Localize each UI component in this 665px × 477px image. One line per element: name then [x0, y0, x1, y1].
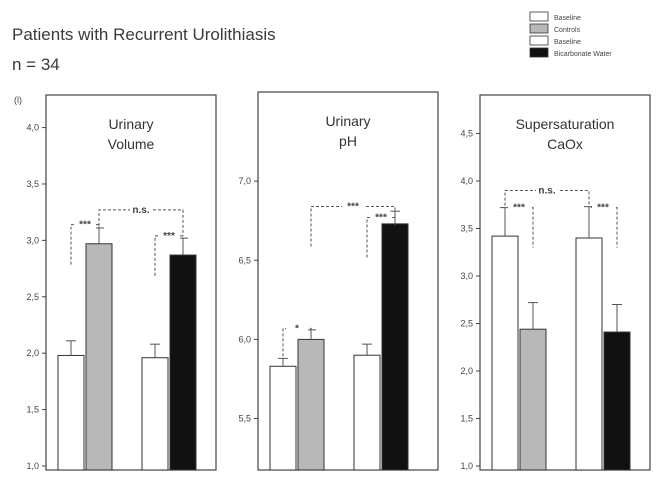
y-tick-label-0-1: 1,5 [26, 405, 39, 415]
panel-title-2-0: Supersaturation [516, 116, 615, 132]
y-tick-label-0-4: 3,0 [26, 235, 39, 245]
y-tick-label-2-4: 3,0 [460, 271, 473, 281]
sig-label-bg-2-0 [508, 201, 530, 212]
sig-label-2-1: *** [597, 203, 609, 214]
panel-title-1-1: pH [339, 133, 357, 149]
bar-2-2 [575, 237, 603, 471]
sig-label-1-1: *** [375, 213, 387, 224]
panel-title-0-0: Urinary [108, 116, 153, 132]
y-tick-label-2-6: 4,0 [460, 176, 473, 186]
y-tick-label-0-3: 2,5 [26, 292, 39, 302]
y-tick-label-1-0: 5,5 [238, 414, 251, 424]
sig-bracket-0-0 [70, 224, 100, 265]
y-tick-label-1-2: 6,5 [238, 255, 251, 265]
figure-title: Patients with Recurrent Urolithiasis [12, 25, 276, 44]
panel-title-2-1: CaOx [547, 136, 583, 152]
sig-label-bg-0-0 [74, 218, 96, 229]
sig-label-bg-1-0 [286, 322, 308, 333]
y-tick-label-0-0: 1,0 [26, 461, 39, 471]
sig-label-bg-2-1 [592, 201, 614, 212]
legend-swatch-3 [529, 47, 549, 58]
y-tick-label-0-6: 4,0 [26, 123, 39, 133]
y-tick-label-0-2: 2,0 [26, 348, 39, 358]
sig-label-0-2: n.s. [132, 205, 149, 216]
sig-label-0-1: *** [163, 231, 175, 242]
y-tick-label-0-5: 3,5 [26, 179, 39, 189]
sig-bracket-1-1 [366, 217, 396, 258]
sig-label-1-0: * [295, 323, 299, 334]
bar-1-2 [353, 354, 381, 471]
bar-0-1 [85, 243, 113, 471]
y-tick-label-1-3: 7,0 [238, 176, 251, 186]
sig-label-2-0: *** [513, 203, 525, 214]
panel-title-1-0: Urinary [325, 113, 370, 129]
sig-label-1-2: *** [347, 201, 359, 212]
y-tick-label-2-7: 4,5 [460, 129, 473, 139]
panel-frame-2 [479, 94, 651, 471]
y-tick-label-2-5: 3,5 [460, 224, 473, 234]
bar-1-0 [269, 365, 297, 471]
figure-subtitle: n = 34 [12, 55, 60, 74]
chart-panel-2: 1,0 1,5 2,0 2,5 3,0 3,5 4,0 4,5 Supersaturation C… [460, 94, 651, 471]
legend-label-3: Bicarbonate Water [554, 51, 612, 58]
legend-swatch-0 [529, 11, 549, 22]
panels: 1,01,52,02,53,03,54,0 UrinaryVolume******… [26, 91, 651, 471]
y-tick-label-2-3: 2,5 [460, 319, 473, 329]
sig-label-bg-0-2 [130, 203, 152, 214]
legend-label-1: Controls [554, 27, 581, 34]
sig-label-bg-1-2 [342, 200, 364, 211]
sig-bracket-0-1 [154, 235, 184, 276]
legend-label-0: Baseline [554, 15, 581, 22]
y-tick-label-2-0: 1,0 [460, 461, 473, 471]
bar-0-2 [141, 357, 169, 471]
bar-1-3 [381, 223, 409, 471]
y-tick-label-2-1: 1,5 [460, 414, 473, 424]
legend-label-2: Baseline [554, 39, 581, 46]
sig-label-bg-1-1 [370, 211, 392, 222]
bar-1-1 [297, 338, 325, 471]
sig-label-0-0: *** [79, 220, 91, 231]
panel-frame-0 [45, 94, 217, 471]
unit-label: (l) [14, 95, 22, 105]
sig-label-bg-0-1 [158, 229, 180, 240]
bar-2-3 [603, 331, 631, 471]
panel-frame-1 [257, 91, 439, 471]
bar-0-0 [57, 354, 85, 471]
y-tick-label-2-2: 2,0 [460, 366, 473, 376]
bar-2-1 [519, 328, 547, 471]
sig-label-bg-2-2 [536, 184, 558, 195]
bar-2-0 [491, 235, 519, 471]
panel-title-0-1: Volume [108, 136, 155, 152]
bar-0-3 [169, 254, 197, 471]
legend-swatch-2 [529, 35, 549, 46]
chart-panel-0: 1,0 1,5 2,0 2,5 3,0 3,5 4,0 Urinary Volume *** ***… [26, 94, 217, 471]
sig-label-2-2: n.s. [538, 186, 555, 197]
legend-swatch-1 [529, 23, 549, 34]
y-tick-label-1-1: 6,0 [238, 334, 251, 344]
legend: Baseline Controls Baseline Bicarbonate Wate… [529, 11, 612, 58]
